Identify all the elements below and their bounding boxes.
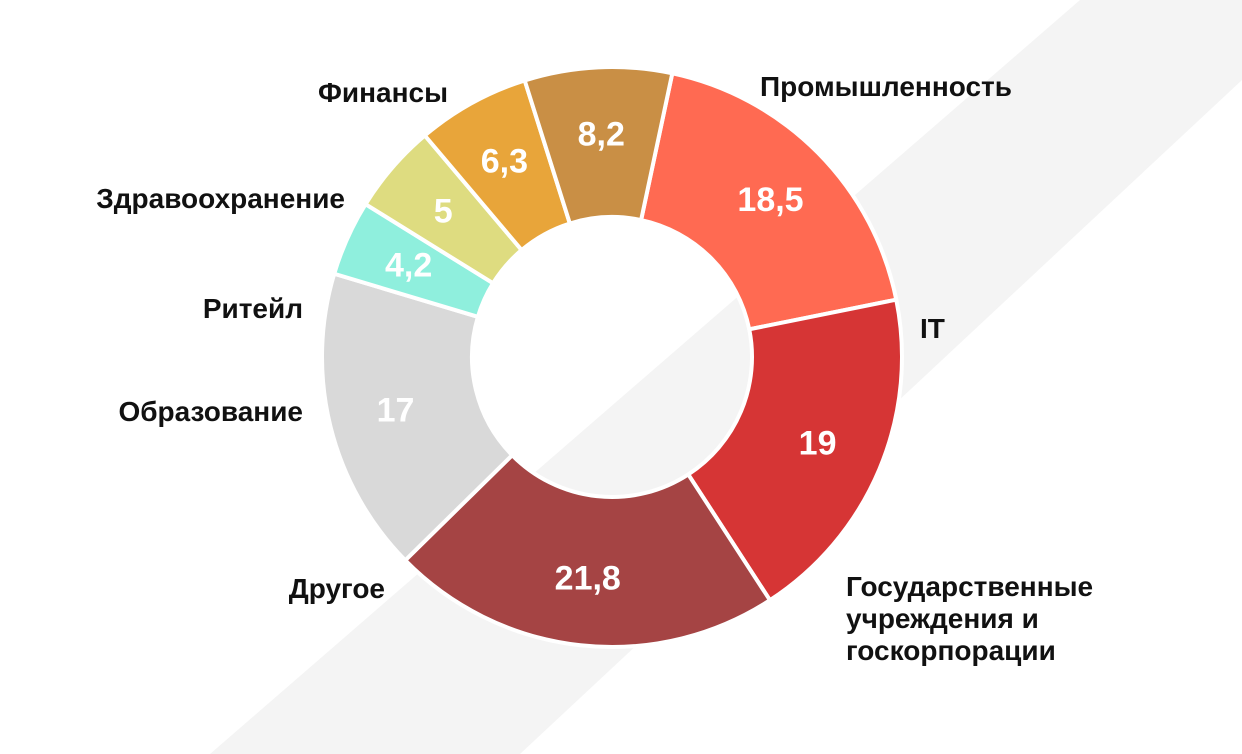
donut-slice [320, 271, 515, 563]
slice-value-label: 17 [377, 392, 415, 430]
slice-value-label: 5 [434, 192, 453, 230]
category-labels-layer: Промышленность IT Государственные учреждени… [96, 71, 1093, 666]
value-labels-layer: 18,5 19 21,8 17 4,25 6,3 8,2 [377, 115, 837, 597]
category-label: IT [920, 313, 945, 344]
category-label-line: Финансы [318, 77, 448, 108]
category-label-line: IT [920, 313, 945, 344]
slice-value-label: 18,5 [737, 181, 803, 219]
donut-slice [522, 65, 675, 226]
slice-value-label: 21,8 [555, 560, 621, 598]
category-label-line: Другое [289, 573, 385, 604]
category-label-line: Образование [118, 396, 303, 427]
category-label: Финансы [318, 77, 448, 108]
category-label-line: Государственные [846, 571, 1093, 602]
category-label: Промышленность [760, 71, 1012, 102]
category-label-line: учреждения и [846, 603, 1039, 634]
slice-value-label: 6,3 [481, 143, 528, 181]
category-label-line: Промышленность [760, 71, 1012, 102]
donut-slice [686, 297, 904, 603]
donut-slice [403, 453, 772, 649]
category-label: Образование [118, 396, 303, 427]
category-label-line: госкорпорации [846, 635, 1056, 666]
slice-value-label: 4,2 [385, 246, 432, 284]
category-label-line: Ритейл [203, 293, 303, 324]
slice-value-label: 19 [799, 424, 837, 462]
slices-layer [320, 65, 904, 649]
category-label: Государственные учреждения и госкорпорации [846, 571, 1093, 666]
category-label: Здравоохранение [96, 183, 345, 214]
donut-slice [639, 71, 899, 332]
category-label-line: Здравоохранение [96, 183, 345, 214]
slice-value-label: 8,2 [578, 115, 625, 153]
category-label: Другое [289, 573, 385, 604]
category-label: Ритейл [203, 293, 303, 324]
